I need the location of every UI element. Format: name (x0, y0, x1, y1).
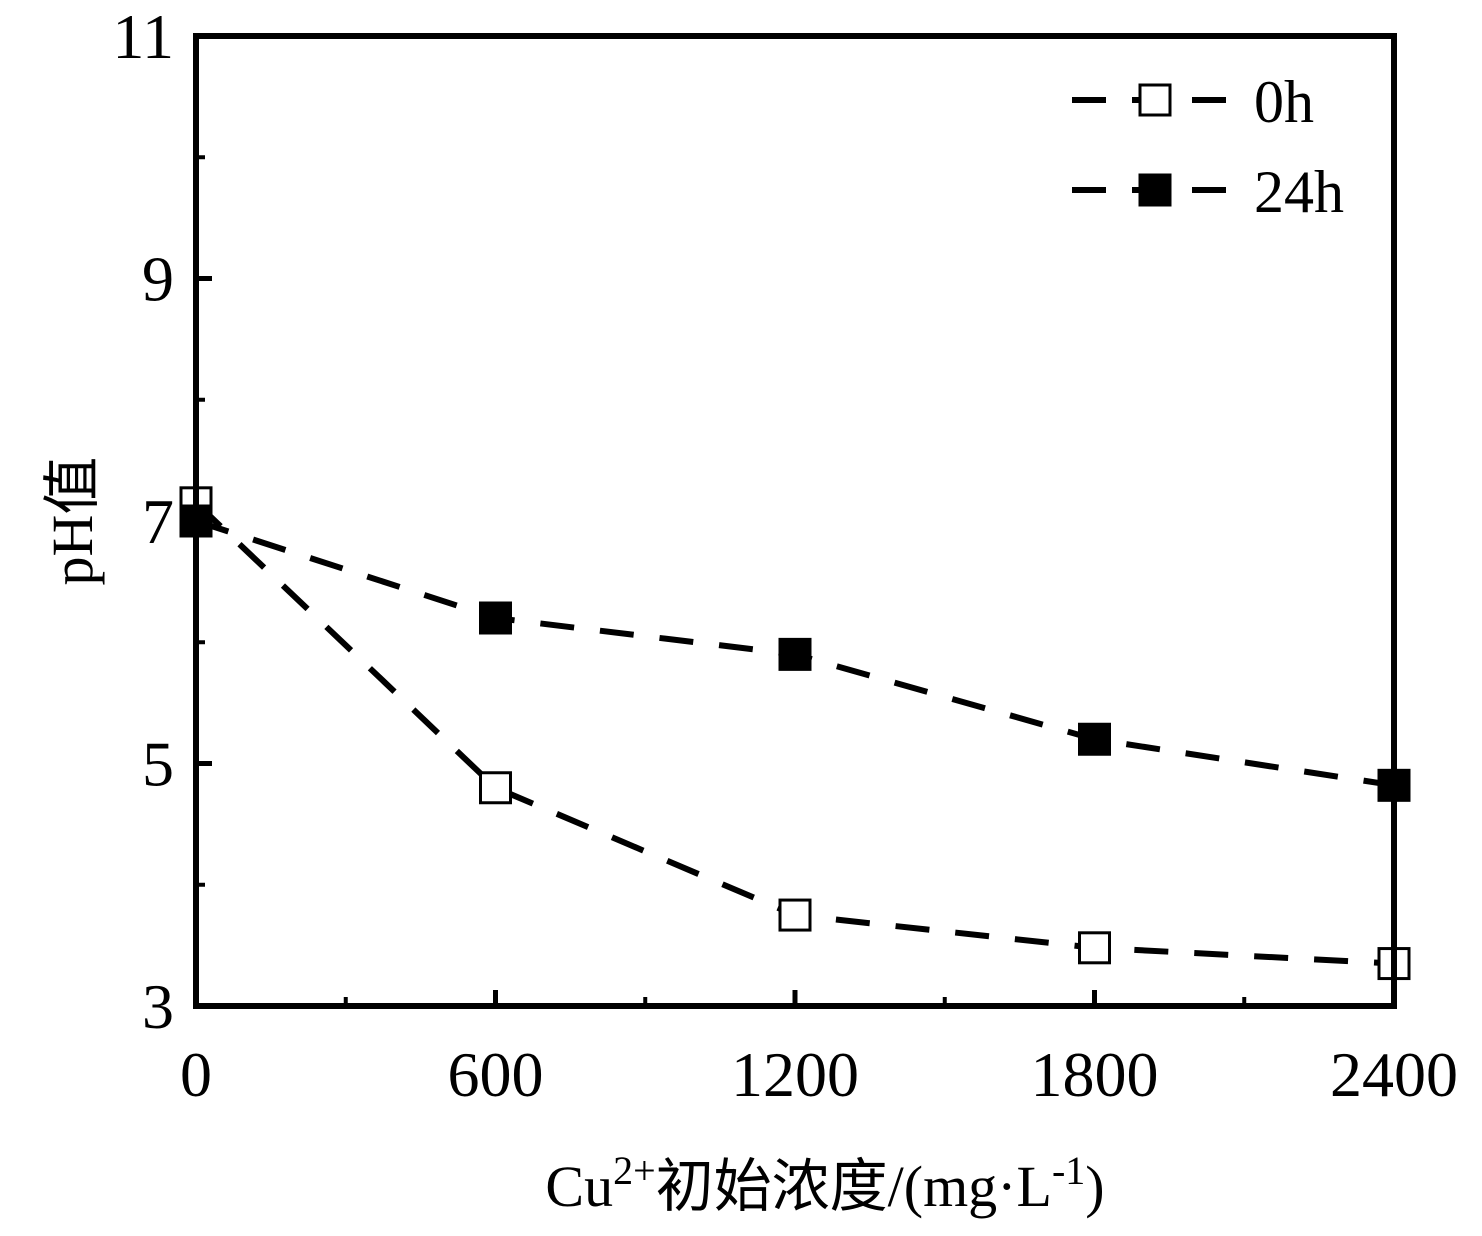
marker-0h-1800 (1078, 931, 1111, 965)
x-axis-title: Cu2+初始浓度/(mg·L-1) (545, 1148, 1104, 1220)
marker-24h-600 (479, 601, 512, 635)
legend-marker-24h (1138, 173, 1172, 207)
y-tick-label-9: 9 (142, 244, 174, 315)
marker-24h-1800 (1078, 722, 1111, 756)
y-axis-title: pH值 (40, 457, 105, 586)
x-tick-label-600: 600 (448, 1039, 544, 1110)
x-tick-label-0: 0 (180, 1039, 212, 1110)
y-tick-labels: 3 5 7 9 11 (112, 1, 174, 1042)
legend-label-0h: 0h (1254, 69, 1314, 135)
x-axis-title-suffix: ) (1085, 1154, 1104, 1219)
axis-ticks (193, 33, 1397, 1009)
y-tick-label-11: 11 (112, 1, 174, 72)
y-tick-label-3: 3 (142, 971, 174, 1042)
marker-0h-600 (479, 771, 512, 805)
marker-24h-1200 (778, 637, 812, 671)
x-tick-label-1800: 1800 (1031, 1039, 1159, 1110)
plot-frame (193, 33, 1397, 1009)
x-tick-labels: 0 600 1200 1800 2400 (180, 1039, 1458, 1110)
x-axis-title-unit-superscript: -1 (1052, 1148, 1085, 1193)
x-tick-label-1200: 1200 (731, 1039, 859, 1110)
y-tick-label-5: 5 (142, 729, 174, 800)
series-lines (193, 500, 1395, 967)
x-axis-title-superscript: 2+ (613, 1148, 656, 1193)
x-axis-title-prefix: Cu (545, 1154, 613, 1219)
x-axis-title-middle: 初始浓度/(mg·L (656, 1154, 1052, 1219)
marker-0h-1200 (778, 898, 812, 932)
y-tick-label-7: 7 (142, 486, 174, 557)
series-markers (179, 486, 1411, 981)
legend-label-24h: 24h (1254, 159, 1344, 225)
series-line-0h (193, 500, 1395, 967)
x-tick-label-2400: 2400 (1330, 1039, 1458, 1110)
legend-marker-0h (1138, 83, 1172, 117)
